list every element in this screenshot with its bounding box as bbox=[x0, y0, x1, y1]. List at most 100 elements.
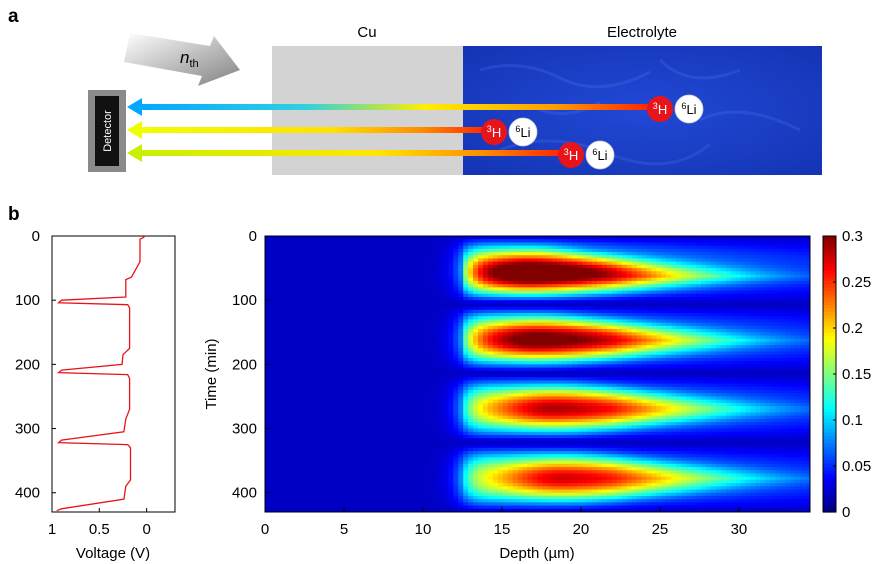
heatmap-cell bbox=[324, 374, 330, 378]
heatmap-cell bbox=[453, 348, 459, 353]
heatmap-cell bbox=[542, 264, 548, 269]
heatmap-cell bbox=[750, 245, 757, 250]
heatmap-cell bbox=[577, 354, 583, 359]
heatmap-cell bbox=[785, 248, 791, 253]
heatmap-cell bbox=[636, 309, 643, 314]
heatmap-cell bbox=[378, 306, 385, 311]
heatmap-cell bbox=[587, 335, 593, 340]
heatmap-cell bbox=[289, 245, 296, 250]
heatmap-cell bbox=[780, 374, 786, 378]
heatmap-cell bbox=[666, 239, 672, 244]
heatmap-cell bbox=[383, 345, 390, 349]
heatmap-cell bbox=[601, 338, 608, 343]
heatmap-cell bbox=[314, 277, 321, 282]
heatmap-cell bbox=[393, 290, 400, 295]
heatmap-cell bbox=[269, 277, 276, 282]
heatmap-cell bbox=[512, 319, 519, 324]
heatmap-cell bbox=[606, 364, 613, 369]
heatmap-cell bbox=[512, 277, 519, 282]
heatmap-cell bbox=[671, 332, 677, 337]
heatmap-cell bbox=[582, 296, 588, 301]
heatmap-cell bbox=[616, 338, 623, 343]
heatmap-cell bbox=[651, 374, 657, 378]
heatmap-cell bbox=[795, 261, 801, 266]
heatmap-cell bbox=[483, 313, 489, 317]
heatmap-cell bbox=[344, 325, 350, 330]
heatmap-cell bbox=[294, 296, 301, 301]
heatmap-cell bbox=[755, 335, 762, 340]
heatmap-cell bbox=[403, 264, 410, 269]
heatmap-cell bbox=[562, 332, 568, 337]
heatmap-cell bbox=[398, 341, 405, 346]
heatmap-cell bbox=[502, 284, 509, 288]
heatmap-cell bbox=[621, 341, 628, 346]
heatmap-cell bbox=[383, 277, 390, 282]
heatmap-cell bbox=[329, 287, 335, 292]
heatmap-cell bbox=[418, 284, 425, 288]
heatmap-cell bbox=[671, 338, 677, 343]
heatmap-cell bbox=[775, 313, 781, 317]
heatmap-cell bbox=[279, 245, 286, 250]
heatmap-cell bbox=[423, 322, 430, 327]
heatmap-cell bbox=[369, 374, 375, 378]
heatmap-cell bbox=[552, 248, 558, 253]
heatmap-cell bbox=[587, 271, 593, 276]
heatmap-cell bbox=[691, 303, 697, 308]
heatmap-cell bbox=[364, 306, 370, 311]
heatmap-cell bbox=[522, 322, 529, 327]
heatmap-cell bbox=[398, 280, 405, 285]
heatmap-cell bbox=[542, 351, 548, 356]
heatmap-cell bbox=[324, 341, 330, 346]
heatmap-cell bbox=[433, 357, 439, 362]
heatmap-cell bbox=[601, 280, 608, 285]
heatmap-cell bbox=[527, 364, 534, 369]
heatmap-cell bbox=[354, 345, 360, 349]
heatmap-cell bbox=[502, 322, 509, 327]
heatmap-cell bbox=[413, 287, 420, 292]
heatmap-cell bbox=[428, 351, 435, 356]
heatmap-cell bbox=[339, 277, 345, 282]
heatmap-cell bbox=[274, 329, 281, 333]
heatmap-cell bbox=[319, 236, 326, 240]
heatmap-cell bbox=[770, 332, 776, 337]
heatmap-cell bbox=[344, 264, 350, 269]
heatmap-cell bbox=[309, 357, 316, 362]
heatmap-cell bbox=[567, 252, 573, 256]
heatmap-cell bbox=[765, 277, 771, 282]
heatmap-cell bbox=[537, 274, 544, 279]
heatmap-cell bbox=[334, 351, 340, 356]
heatmap-cell bbox=[294, 354, 301, 359]
heatmap-cell bbox=[780, 354, 786, 359]
heatmap-cell bbox=[671, 364, 677, 369]
heatmap-cell bbox=[463, 348, 469, 353]
heatmap-cell bbox=[319, 290, 326, 295]
heatmap-cell bbox=[661, 316, 667, 321]
heatmap-cell bbox=[705, 274, 712, 279]
heatmap-cell bbox=[770, 338, 776, 343]
heatmap-cell bbox=[661, 303, 667, 308]
heatmap-cell bbox=[587, 242, 593, 247]
heatmap-cell bbox=[557, 345, 563, 349]
heatmap-cell bbox=[487, 322, 494, 327]
heatmap-cell bbox=[745, 296, 752, 301]
heatmap-cell bbox=[641, 316, 648, 321]
heatmap-cell bbox=[557, 296, 563, 301]
heatmap-cell bbox=[329, 264, 335, 269]
heatmap-cell bbox=[537, 296, 544, 301]
heatmap-cell bbox=[750, 335, 757, 340]
heatmap-cell bbox=[453, 242, 459, 247]
heatmap-cell bbox=[701, 274, 707, 279]
heatmap-cell bbox=[478, 361, 484, 365]
heatmap-cell bbox=[309, 271, 316, 276]
heatmap-cell bbox=[284, 329, 291, 333]
heatmap-cell bbox=[369, 280, 375, 285]
heatmap-cell bbox=[364, 351, 370, 356]
heatmap-cell bbox=[705, 261, 712, 266]
heatmap-cell bbox=[487, 274, 494, 279]
heatmap-cell bbox=[532, 274, 539, 279]
heatmap-cell bbox=[715, 361, 722, 365]
heatmap-cell bbox=[592, 329, 598, 333]
heatmap-cell bbox=[636, 361, 643, 365]
heatmap-cell bbox=[483, 319, 489, 324]
heatmap-cell bbox=[775, 348, 781, 353]
